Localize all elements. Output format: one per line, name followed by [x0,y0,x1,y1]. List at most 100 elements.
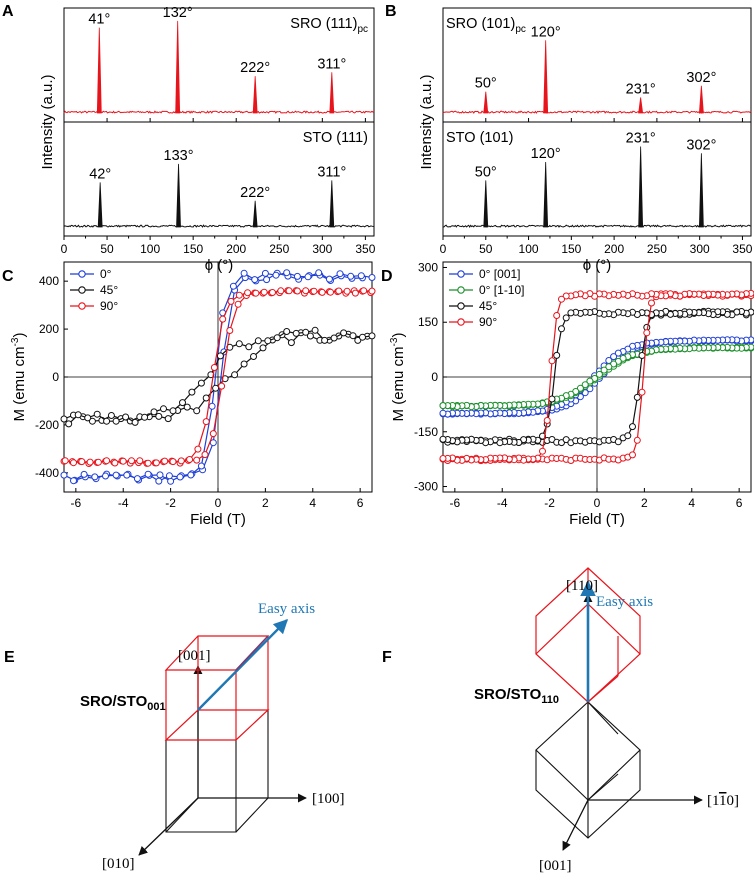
data-point [610,353,618,361]
label-axis-110: [110] [566,578,598,594]
data-point [439,435,447,443]
data-point [131,418,139,426]
data-point [229,282,237,290]
data-point [60,415,68,423]
peak [483,180,489,228]
data-point [558,295,565,303]
chart-d: -6 -4 -2 0 2 4 6 -300 -150 0 150 300 Field (T) M (emu… [389,260,754,528]
y-tick-label: 400 [39,274,59,288]
data-point [567,309,575,317]
x-tick-label: -4 [118,496,129,510]
baseline-noise [442,110,752,114]
y-tick-label: -400 [35,466,59,480]
x-tick-label: 250 [647,242,667,256]
x-tick-label: -6 [71,496,82,510]
data-point [304,273,312,281]
data-point [164,415,172,423]
x-tick-label: 2 [641,496,648,510]
data-point [94,458,102,466]
x-tick-label: 0 [440,242,447,256]
peak-label: 302° [686,137,716,153]
data-point [273,334,281,342]
data-point [310,287,318,295]
panel-label-c: C [2,268,14,285]
data-point [240,269,248,277]
peak-label: 120° [531,24,561,40]
data-point [605,363,613,371]
x-axis-label: Field (T) [190,511,246,528]
data-point [349,332,357,340]
y-tick-label: -150 [414,425,438,439]
x-tick-label: 0 [594,496,601,510]
data-point [176,473,184,481]
data-point [368,274,376,281]
data-point [558,325,565,333]
data-point [633,436,641,444]
x-tick-label: 150 [183,242,203,256]
x-tick-label: 100 [519,242,539,256]
x-tick-label: 350 [732,242,752,256]
data-point [245,343,253,351]
legend-entry: 90° [100,299,118,313]
axis-001f-arrow [562,799,589,851]
data-point [231,371,239,379]
data-point [600,366,608,374]
x-tick-label: 200 [604,242,624,256]
data-point [240,360,248,368]
data-point [302,328,310,336]
peak [543,40,549,114]
x-axis-label: Field (T) [569,511,625,528]
data-point [111,459,119,467]
panel-label-b: B [385,3,397,20]
data-point [209,430,217,438]
y-tick-label: 0 [52,370,59,384]
legend-entry: 0° [1-10] [479,283,525,297]
data-point [629,451,636,459]
peak [698,153,704,228]
peak-label: 133° [164,148,194,164]
legend-marker [457,286,465,294]
panel-e-title: SRO/STO001 [80,693,166,713]
data-point [65,420,73,428]
subplot-label: STO (101) [446,130,513,146]
sto-cube-f [535,701,641,839]
data-point [292,329,300,337]
peak [252,76,258,114]
peak-label: 41° [88,12,110,28]
data-point [227,297,235,305]
data-point [633,393,641,401]
peak [176,163,181,228]
data-point [562,314,570,322]
legend-marker [78,302,86,310]
y-axis-label: M (emu cm-3) [10,333,28,422]
data-point [614,349,622,357]
label-axis-100: [100] [312,791,345,807]
data-point [283,328,291,335]
data-point [321,336,329,344]
data-point [179,399,186,407]
y-tick-label: -300 [414,480,438,494]
peak-label: 120° [531,146,561,162]
x-tick-label: -4 [497,496,508,510]
x-tick-label: 200 [226,242,246,256]
peak [329,72,335,114]
data-point [202,418,210,426]
subplot-label: SRO (101)pc [446,16,526,35]
label-axis-001: [001] [178,648,211,664]
data-point [93,410,101,418]
legend-marker [78,270,86,278]
data-point [562,436,570,444]
data-point [576,384,584,392]
x-tick-label: 0 [215,496,222,510]
data-point [269,289,276,296]
x-tick-label: -2 [165,496,176,510]
peak [543,161,549,228]
peak-label: 231° [626,81,656,97]
data-point [88,417,96,425]
panel-f-diagram: F SRO/STO110 [110] [110] [001] Easy axis [382,567,739,874]
peak [638,97,644,114]
data-point [351,289,359,297]
peak-label: 50° [475,76,497,92]
data-point [226,327,234,334]
